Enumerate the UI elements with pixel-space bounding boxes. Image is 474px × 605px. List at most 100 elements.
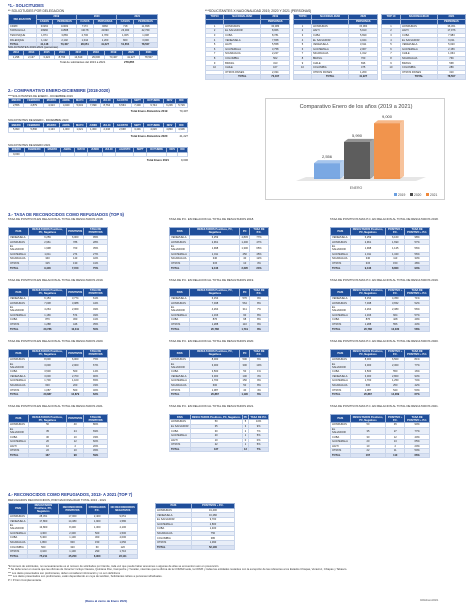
table-row: HONDURAS 8,000 500 6%: [168, 356, 270, 363]
note-line: *El número de solicitudes, no necesariam…: [8, 565, 220, 568]
header-cell: PAIS: [7, 503, 29, 515]
table-cell: EL SALVADOR: [330, 304, 351, 314]
table-row: HAITI 10 2 20%: [8, 443, 108, 450]
table-row: CUBA 30 10 33%: [8, 434, 108, 440]
table-cell: 78,507: [436, 74, 467, 80]
chart-canvas: Comparativo Enero de los años (2019 a 20…: [296, 104, 438, 197]
header-row: PAIS RESULTADOS Positivos, PC, Negativos P…: [169, 414, 269, 421]
table-cell: 41,227: [92, 41, 118, 48]
rate-title: TASA DE P.C. EN RELACION AL TOTAL DE RES…: [169, 217, 255, 221]
table-row: HONDURAS 7,038 564 8%: [168, 300, 270, 306]
header-cell: TASA DE POSITIVO + P.C.: [404, 287, 430, 297]
table-cell: TOTAL: [168, 265, 191, 271]
table-cell: 4,264: [349, 304, 387, 314]
delegation-table: DELEGACION 2019 2020 2021 CASOS PERSONAS CASOS…: [8, 14, 158, 48]
total-row: TOTAL 9,446 7,150 75%: [8, 265, 108, 271]
table-cell: 3,000: [189, 361, 241, 370]
total-row: TOTAL 9,446 8,800 93%: [330, 265, 430, 271]
table-cell: 4,840: [163, 127, 176, 133]
table-cell: TOTAL: [330, 391, 351, 398]
header-cell: [223, 18, 262, 25]
header-row: PAIS RESULTADOS Positivos, PC, Negativos P…: [8, 414, 108, 424]
total-row: TOTAL 70,407: [204, 74, 290, 80]
total-row: TOTAL 20,887 12,879 62%: [8, 391, 108, 398]
rate-block: TASA DE P.C. EN RELACION AL TOTAL DE RES…: [168, 278, 307, 332]
table-cell: [166, 151, 179, 158]
table-cell: 311: [239, 304, 250, 314]
rate-table: PAIS RESULTADOS Positivos, PC, Negativos P…: [8, 287, 108, 332]
table-row: CUBA 3,500 500 14%: [8, 368, 108, 375]
rate-row: TASA DE POSITIVOS EN RELACION AL TOTAL D…: [8, 405, 468, 459]
header-cell: RESULTADOS Positivos, PC, Negativos: [349, 287, 387, 297]
table-row: GUATEMALA 1,166 574 49%: [8, 312, 108, 319]
table-cell: TOTAL: [155, 544, 192, 551]
table-cell: 1,021: [72, 127, 87, 133]
rate-block: TASA DE POSITIVOS MAS P.C. EN RELACION A…: [330, 217, 468, 271]
header-cell: POSITIVO + P.C.: [385, 414, 406, 424]
table-cell: 5,896: [23, 127, 45, 133]
header-cell: PAIS: [8, 287, 29, 297]
header-row: PAIS RESULTADOS Positivos, PC, Negativos P…: [330, 227, 430, 236]
header-cell: FEBRERO: [23, 122, 45, 129]
table-cell: 4,133: [43, 127, 60, 133]
header-cell: MARZO: [43, 98, 60, 104]
table-cell: 9,744: [143, 102, 165, 109]
header-row: PAIS RESULTADOS Positivos, PC, Negativos R…: [7, 503, 139, 515]
table-cell: 58%: [404, 326, 430, 332]
table-row: GUATEMALA 1,011 450 45%: [168, 251, 270, 258]
table-cell: TOTAL: [168, 326, 191, 332]
table-cell: 56%: [404, 243, 430, 253]
table-cell: 59%: [83, 452, 108, 459]
table-row: EL SALVADOR 1,998 1,300 65%: [168, 243, 270, 253]
note-line: *** Los datos presentados son preliminar…: [8, 571, 121, 575]
header-cell: SEPT: [130, 98, 145, 104]
header-cell: PC: [239, 348, 250, 358]
header-cell: OCTUBRE: [143, 98, 165, 104]
rate-block: TASA DE P.C. EN RELACION AL TOTAL DE RES…: [169, 405, 307, 458]
total-row: TOTAL 9,446 2,295 24%: [168, 265, 270, 271]
chart-title: Comparativo Enero de los años (2019 a 20…: [300, 104, 413, 110]
table-cell: 110: [385, 452, 406, 459]
rate-title: TASA DE POSITIVOS MAS P.C. EN RELACION A…: [330, 338, 439, 343]
table-row: EL SALVADOR 3,000 2,000 67%: [8, 361, 108, 370]
header-cell: POSITIVOS + P.C.: [190, 503, 236, 509]
table-row: CUBA 876 360 41%: [8, 317, 108, 323]
bar-top: [344, 138, 374, 142]
table-cell: 9,446: [189, 265, 241, 271]
table-cell: 9,446: [349, 265, 387, 271]
header-cell: MARZO: [43, 146, 61, 153]
rate-table: PAIS RESULTADOS Positivos, PC, Negativos P…: [330, 227, 430, 271]
header-cell: FEBRERO: [23, 98, 45, 104]
table-row: VENEZUELA 6,154 4,350 71%: [330, 295, 430, 302]
header-cell: POSITIVO + P.C.: [385, 287, 406, 297]
table-cell: 2,046: [99, 127, 114, 133]
comparison-chart: Comparativo Enero de los años (2019 a 20…: [265, 98, 445, 200]
bar-face: [314, 163, 340, 179]
positive-pc-table: PAIS POSITIVOS + P.C. HONDURAS 19,400 VENEZU…: [155, 503, 236, 551]
header-cell: RESULTADOS Positivos, PC, Negativos: [349, 227, 387, 236]
header-cell: TASA DE POSITIVOS: [83, 414, 108, 424]
table-cell: 8%: [248, 326, 270, 332]
header-cell: PAIS: [168, 348, 191, 358]
footer-right: 02/febrero/2021: [420, 599, 439, 602]
table-cell: 20,786: [189, 326, 241, 332]
table-cell: 7%: [248, 446, 269, 453]
rate-table: PAIS RESULTADOS Positivos, PC, Negativos P…: [330, 414, 430, 459]
section1-title: *1.- SOLICITUDES: [8, 3, 44, 8]
table-row: NICARAGUA 340 113 33%: [330, 256, 430, 262]
header-cell: OCTUBRE: [143, 122, 165, 129]
table-cell: 10,311: [66, 326, 85, 332]
nationality-table-2021: TOP 10 NACIONALIDAD 2021 PERSONAS 1 HONDURAS 3…: [381, 14, 467, 80]
table-row: 6 GUATEMALA 2,156: [381, 46, 467, 53]
table-cell: 9,000: [8, 151, 25, 158]
header-cell: JULIO: [99, 122, 114, 129]
header-row: TOP10 NACIONALIDAD 2019: [204, 14, 290, 20]
data-label: 9,000: [382, 114, 393, 119]
table-cell: [73, 151, 89, 158]
header-row: PAIS POSITIVOS + P.C.: [155, 503, 236, 509]
header-row: PAIS RESULTADOS Positivos, PC, Negativos P…: [168, 348, 270, 358]
table-row: HONDURAS 28,451 17,000 2,400 9,051: [7, 513, 139, 520]
table-cell: 35: [349, 426, 387, 436]
table-cell: 65%: [248, 243, 270, 253]
section1-subtitle: ** SOLICITUDES POR DELEGACION: [8, 9, 65, 13]
